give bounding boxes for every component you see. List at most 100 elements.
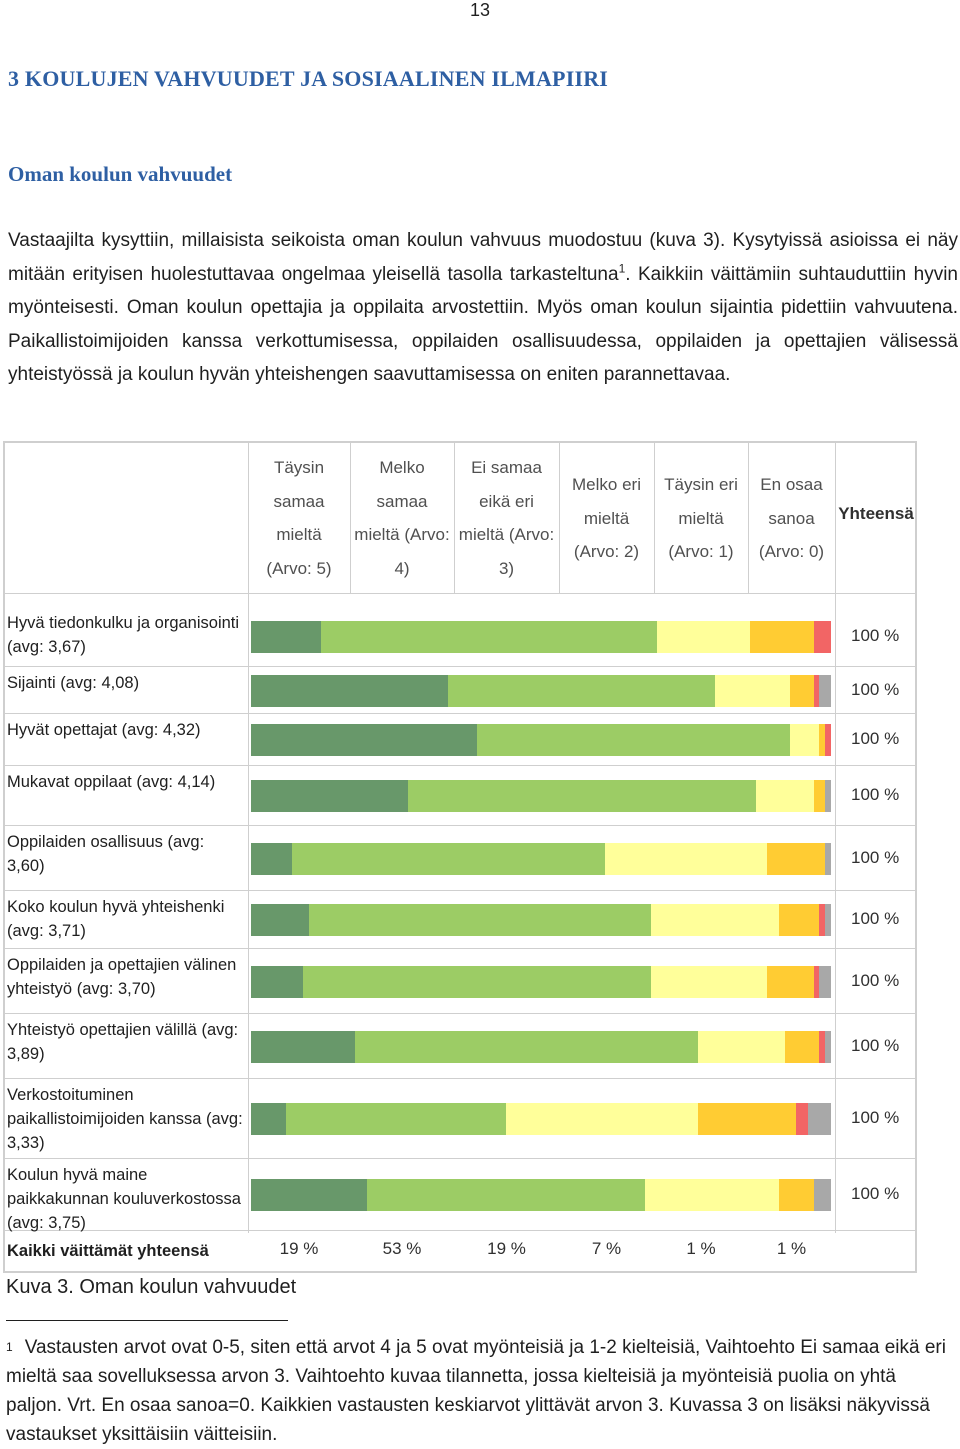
bar-segment xyxy=(796,1103,808,1135)
grid-line xyxy=(3,713,917,714)
summary-value: 19 % xyxy=(487,1239,526,1258)
grid-line xyxy=(835,593,836,1233)
bar-segment xyxy=(407,780,756,812)
row-total: 100 % xyxy=(851,1108,900,1127)
column-header: Melko eri mieltä (Arvo: 2) xyxy=(572,475,641,561)
column-header: Täysin samaa mieltä (Arvo: 5) xyxy=(266,458,332,578)
row-total: 100 % xyxy=(851,785,900,804)
grid-line xyxy=(3,666,917,667)
bar-segment xyxy=(291,842,605,875)
bar-segment xyxy=(784,1030,820,1063)
bar-segment xyxy=(604,842,768,875)
bar-segment xyxy=(367,1179,646,1211)
bar-segment xyxy=(697,1030,785,1063)
bar-segment xyxy=(778,904,820,936)
stacked-bar xyxy=(251,724,831,756)
summary-value: 1 % xyxy=(686,1239,716,1258)
stacked-bar xyxy=(251,1179,831,1211)
bar-segment xyxy=(251,674,449,707)
bar-segment xyxy=(251,842,292,875)
bar-segment xyxy=(303,965,652,998)
bar-segment xyxy=(251,1179,367,1211)
row-total: 100 % xyxy=(851,909,900,928)
footnote-mark: 1 xyxy=(6,1340,13,1354)
summary-value: 1 % xyxy=(776,1239,807,1258)
bar-segment xyxy=(819,904,826,936)
row-label: Koko koulun hyvä yhteishenki (avg: 3,71) xyxy=(7,898,225,940)
footnote: 1 Vastausten arvot ovat 0-5, siten että a… xyxy=(6,1333,951,1449)
bar-segment xyxy=(251,965,304,998)
bar-segment xyxy=(807,1103,831,1135)
bar-segment xyxy=(813,780,826,812)
bar-segment xyxy=(755,780,814,812)
total-header: Yhteensä xyxy=(838,504,914,523)
grid-line xyxy=(3,1158,917,1159)
row-label: Oppilaiden osallisuus (avg: 3,60) xyxy=(7,833,205,875)
row-label: Hyvä tiedonkulku ja organisointi (avg: 3… xyxy=(7,614,240,656)
row-label: Verkostoituminen paikallistoimijoiden ka… xyxy=(7,1086,243,1152)
figure-caption: Kuva 3. Oman koulun vahvuudet xyxy=(6,1276,297,1298)
bar-segment xyxy=(825,1030,831,1063)
bar-segment xyxy=(819,1030,826,1063)
footnote-text: Vastausten arvot ovat 0-5, siten että ar… xyxy=(6,1337,946,1445)
intro-text-part1: Vastaajilta kysyttiin, millaisista seiko… xyxy=(8,230,958,285)
bar-segment xyxy=(477,724,791,756)
stacked-bar xyxy=(251,1030,831,1063)
grid-line xyxy=(248,593,249,1233)
bar-segment xyxy=(825,724,831,756)
stacked-bar xyxy=(251,842,831,875)
bar-segment xyxy=(825,904,831,936)
bar-segment xyxy=(813,1179,831,1211)
bar-segment xyxy=(320,621,657,653)
row-label: Yhteistyö opettajien välillä (avg: 3,89) xyxy=(7,1021,239,1063)
page-number: 13 xyxy=(470,0,491,20)
grid-line xyxy=(3,593,917,594)
stacked-bar xyxy=(251,965,831,998)
column-header: Ei samaa eikä eri mieltä (Arvo: 3) xyxy=(458,458,555,578)
stacked-bar xyxy=(251,621,831,653)
section-heading: 3 KOULUJEN VAHVUUDET JA SOSIAALINEN ILMA… xyxy=(8,66,609,91)
bar-segment xyxy=(251,780,408,812)
bar-segment xyxy=(714,674,791,707)
bar-segment xyxy=(697,1103,797,1135)
bar-segment xyxy=(790,724,820,756)
grid-line xyxy=(915,441,917,1273)
row-total: 100 % xyxy=(851,1184,900,1203)
footnote-ref: 1 xyxy=(618,261,626,276)
grid-line xyxy=(350,441,351,593)
row-total: 100 % xyxy=(851,847,900,867)
bar-segment xyxy=(309,904,652,936)
bar-segment xyxy=(778,1179,814,1211)
bar-segment xyxy=(506,1103,698,1135)
intro-text-part2: . Kaikkiin väittämiin suhtauduttiin hyvi… xyxy=(8,263,958,386)
bar-segment xyxy=(767,965,814,998)
row-label: Mukavat oppilaat (avg: 4,14) xyxy=(7,773,216,791)
grid-line xyxy=(654,441,655,593)
grid-line xyxy=(3,1013,917,1014)
row-total: 100 % xyxy=(851,626,900,645)
bar-segment xyxy=(813,621,831,653)
bar-segment xyxy=(790,674,814,707)
stacked-bar xyxy=(251,904,831,936)
summary-value: 7 % xyxy=(591,1239,622,1258)
grid-line xyxy=(3,1230,917,1231)
bar-segment xyxy=(656,621,750,653)
stacked-bar xyxy=(251,674,831,707)
grid-line xyxy=(3,765,917,766)
row-total: 100 % xyxy=(851,1035,900,1055)
grid-line xyxy=(454,441,455,593)
bar-segment xyxy=(813,674,820,707)
bar-segment xyxy=(251,904,309,936)
bar-segment xyxy=(749,621,814,653)
bar-segment xyxy=(825,780,831,812)
stacked-bar xyxy=(251,780,831,812)
column-header: En osaa sanoa (Arvo: 0) xyxy=(758,475,825,561)
row-total: 100 % xyxy=(851,970,900,990)
bar-segment xyxy=(819,674,831,707)
row-label: Hyvät opettajat (avg: 4,32) xyxy=(7,721,201,739)
row-total: 100 % xyxy=(851,729,900,748)
grid-line xyxy=(835,441,836,593)
grid-line xyxy=(3,1078,917,1079)
bar-segment xyxy=(813,965,820,998)
stacked-bar xyxy=(251,1103,831,1135)
